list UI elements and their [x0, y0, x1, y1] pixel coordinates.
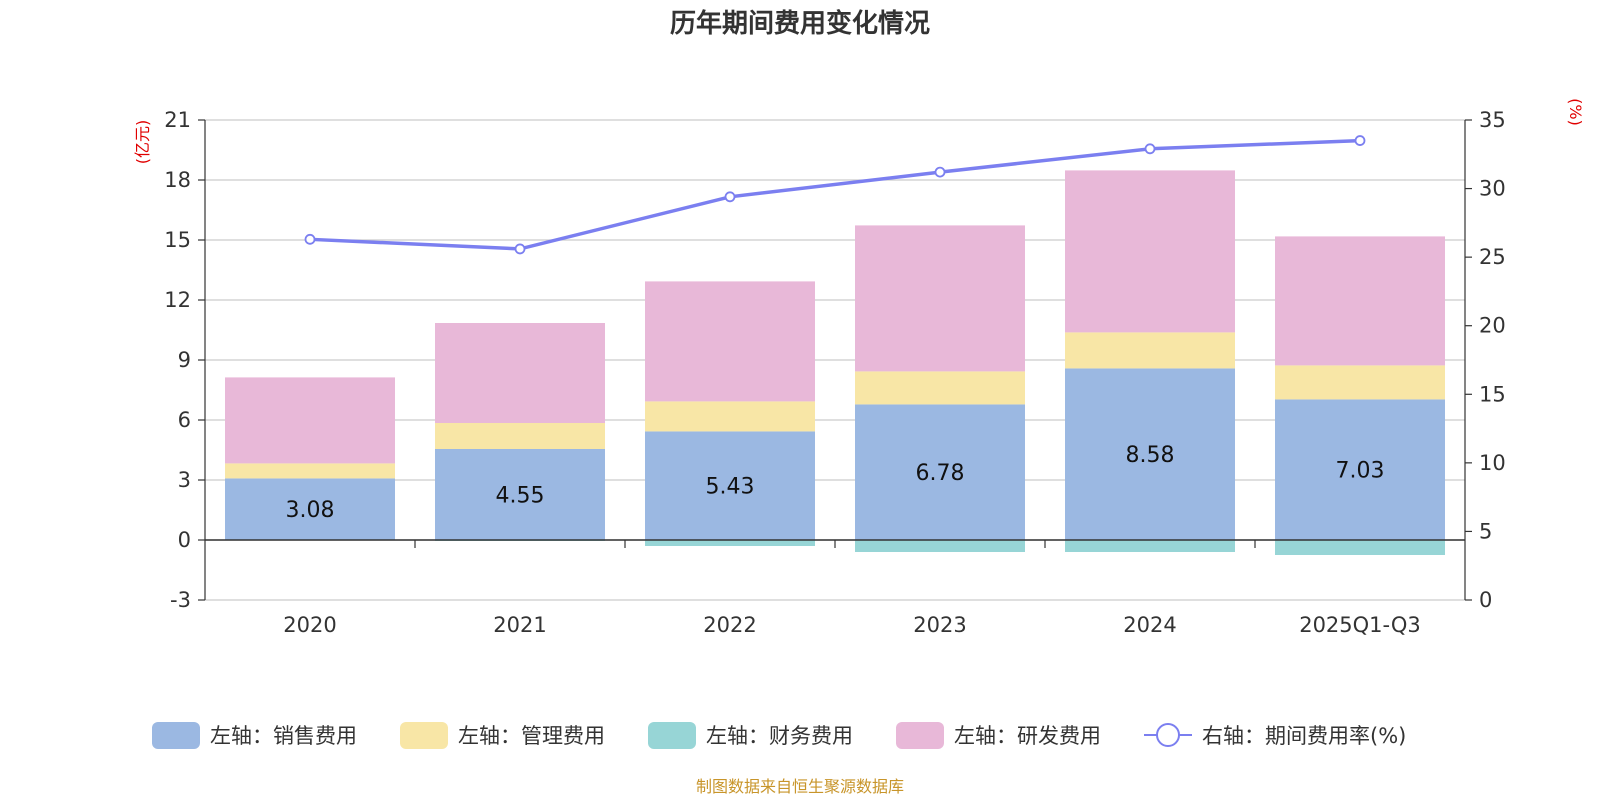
bar-data-label: 3.08 — [286, 498, 335, 523]
x-tick-label: 2020 — [283, 613, 336, 637]
right-tick-label: 15 — [1479, 382, 1506, 406]
bar-1-2020 — [225, 463, 395, 479]
bar-1-2023 — [855, 371, 1025, 405]
right-tick-label: 5 — [1479, 519, 1492, 543]
x-tick-label: 2025Q1-Q3 — [1299, 613, 1421, 637]
right-tick-label: 30 — [1479, 177, 1506, 201]
source-note: 制图数据来自恒生聚源数据库 — [696, 777, 904, 796]
bar-0-2020 — [225, 478, 395, 540]
left-tick-label: 0 — [178, 528, 191, 552]
right-tick-label: 35 — [1479, 108, 1506, 132]
bar-2-2025Q1-Q3 — [1275, 540, 1445, 555]
bar-0-2024 — [1065, 368, 1235, 540]
x-tick-label: 2021 — [493, 613, 546, 637]
legend-label: 右轴：期间费用率(%) — [1202, 724, 1406, 748]
bar-data-label: 5.43 — [706, 475, 755, 500]
left-tick-label: 21 — [164, 108, 191, 132]
bar-1-2021 — [435, 423, 605, 449]
rate-point-2025Q1-Q3 — [1354, 135, 1366, 146]
legend-label: 左轴：销售费用 — [210, 724, 357, 748]
bar-1-2024 — [1065, 332, 1235, 369]
x-tick-label: 2022 — [703, 613, 756, 637]
bar-data-label: 8.58 — [1126, 443, 1175, 468]
left-tick-label: -3 — [170, 588, 191, 612]
bar-0-2021 — [435, 449, 605, 540]
left-tick-label: 12 — [164, 288, 191, 312]
legend-swatch — [152, 722, 200, 749]
left-tick-label: 15 — [164, 228, 191, 252]
bar-2-2022 — [645, 540, 815, 546]
bar-3-2021 — [435, 323, 605, 423]
bar-3-2022 — [645, 281, 815, 402]
bar-3-2020 — [225, 377, 395, 464]
axes: -3 0 3 6 9 12 15 18 21 0 5 10 15 20 25 30 35 2020 2021 2022… — [164, 108, 1505, 637]
legend-label: 左轴：财务费用 — [706, 724, 853, 748]
legend-marker — [1156, 723, 1180, 747]
left-axis-unit: (亿元) — [133, 120, 152, 165]
bars — [225, 170, 1445, 555]
legend-label: 左轴：管理费用 — [458, 724, 605, 748]
rate-point-2022 — [724, 191, 736, 203]
bar-1-2022 — [645, 401, 815, 432]
bar-0-2022 — [645, 431, 815, 540]
left-tick-label: 3 — [178, 468, 191, 492]
x-tick-label: 2024 — [1123, 613, 1176, 637]
right-tick-label: 10 — [1479, 451, 1506, 475]
legend-swatch — [896, 722, 944, 749]
rate-point-2020 — [304, 233, 316, 245]
bar-3-2024 — [1065, 170, 1235, 333]
data-labels: 3.08 4.55 5.43 6.78 8.58 7.03 — [286, 443, 1385, 523]
chart-title: 历年期间费用变化情况 — [670, 8, 930, 39]
left-tick-label: 9 — [178, 348, 191, 372]
bar-0-2025Q1-Q3 — [1275, 399, 1445, 540]
bar-1-2025Q1-Q3 — [1275, 365, 1445, 400]
bar-3-2025Q1-Q3 — [1275, 236, 1445, 366]
right-axis-unit: (%) — [1566, 98, 1585, 126]
bar-data-label: 7.03 — [1336, 459, 1385, 484]
rate-line-path — [309, 138, 1361, 251]
left-tick-label: 18 — [164, 168, 191, 192]
left-tick-label: 6 — [178, 408, 191, 432]
rate-point-2024 — [1144, 143, 1156, 155]
bar-2-2024 — [1065, 540, 1235, 552]
right-tick-label: 0 — [1479, 588, 1492, 612]
legend: 左轴：销售费用 左轴：管理费用 左轴：财务费用 左轴：研发费用 右轴：期间费用率(%) — [152, 722, 1406, 749]
rate-point-2023 — [934, 166, 946, 178]
bar-data-label: 4.55 — [496, 484, 545, 509]
legend-swatch — [400, 722, 448, 749]
legend-label: 左轴：研发费用 — [954, 724, 1101, 748]
bar-0-2023 — [855, 404, 1025, 540]
legend-swatch — [648, 722, 696, 749]
x-tick-label: 2023 — [913, 613, 966, 637]
rate-line — [304, 135, 1366, 255]
right-tick-label: 25 — [1479, 245, 1506, 269]
rate-point-2021 — [514, 243, 526, 255]
right-tick-label: 20 — [1479, 314, 1506, 338]
bar-data-label: 6.78 — [916, 461, 965, 486]
bar-2-2023 — [855, 540, 1025, 552]
bar-3-2023 — [855, 225, 1025, 372]
